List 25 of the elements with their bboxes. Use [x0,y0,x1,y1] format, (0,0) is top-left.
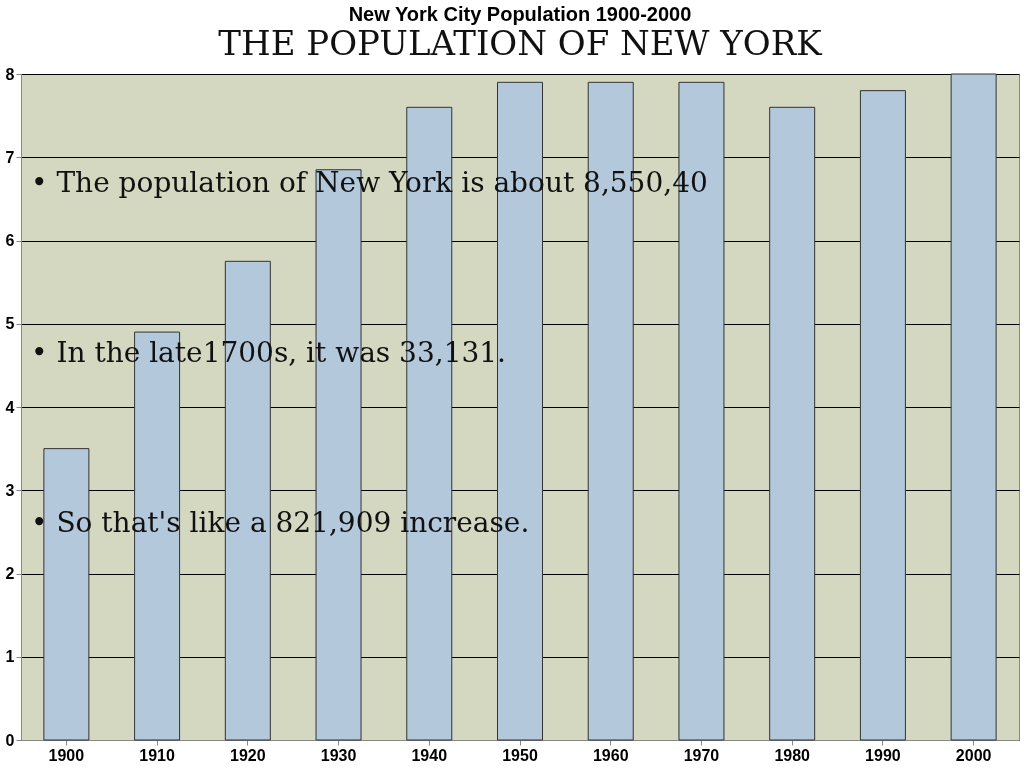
y-tick-label: 2 [5,565,15,582]
x-tick-label: 1920 [230,746,266,764]
bar [769,106,816,741]
bar [43,448,90,741]
y-tick-label: 3 [5,481,15,499]
y-tick-label: 1 [5,648,15,666]
y-tick-label: 4 [5,398,15,416]
y-tick-label: 6 [5,232,15,249]
x-tick-label: 1910 [139,746,175,764]
x-tick-label: 1900 [48,746,85,764]
y-tick-label: 0 [5,731,15,749]
x-tick-label: 1980 [774,746,811,764]
x-tick-label: 1970 [683,746,720,764]
x-tick-label: 1960 [592,746,629,764]
x-tick-label: 1930 [320,746,357,764]
x-tick-label: 1990 [865,746,901,764]
y-tick-label: 8 [5,65,15,83]
x-tick-label: 1940 [411,746,448,764]
x-tick-label: 2000 [955,746,992,764]
bar [950,73,997,741]
y-tick-label: 5 [5,315,15,333]
x-tick-label: 1950 [502,746,538,764]
bar [859,90,906,741]
y-tick-label: 7 [5,148,15,166]
chart-title: New York City Population 1900-2000 [348,3,692,25]
